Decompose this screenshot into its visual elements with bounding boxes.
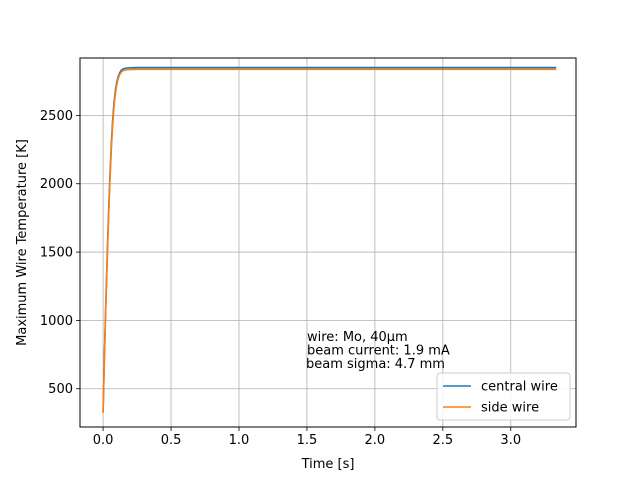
x-axis-label: Time [s] — [301, 457, 355, 472]
annotation-line: beam current: 1.9 mA — [307, 344, 450, 359]
x-tick-label: 0.0 — [93, 433, 114, 448]
y-tick-label: 500 — [48, 382, 73, 397]
legend-box — [436, 372, 571, 421]
series-line-side-wire — [102, 68, 557, 413]
annotation-line: wire: Mo, 40µm — [307, 330, 408, 345]
legend: central wire side wire — [436, 372, 571, 421]
annotation-line: beam sigma: 4.7 mm — [306, 357, 445, 372]
series-lines — [102, 66, 557, 413]
y-tick-label: 2000 — [40, 177, 73, 192]
x-tick-label: 1.0 — [229, 433, 250, 448]
legend-label-central-wire: central wire — [481, 380, 558, 395]
x-tick-label: 2.0 — [365, 433, 386, 448]
y-axis-label: Maximum Wire Temperature [K] — [15, 139, 30, 346]
x-tick-label: 1.5 — [297, 433, 318, 448]
x-tick-label: 2.5 — [432, 433, 453, 448]
y-tick-label: 1000 — [40, 314, 73, 329]
x-axis-ticks: 0.0 0.5 1.0 1.5 2.0 2.5 3.0 — [93, 427, 521, 448]
plot-frame — [79, 57, 577, 428]
y-axis-ticks: 500 1000 1500 2000 2500 — [40, 109, 80, 397]
legend-label-side-wire: side wire — [481, 401, 539, 416]
y-tick-label: 2500 — [40, 109, 73, 124]
x-tick-label: 3.0 — [500, 433, 521, 448]
x-tick-label: 0.5 — [161, 433, 182, 448]
annotation-box: wire: Mo, 40µm beam current: 1.9 mA beam… — [306, 330, 450, 372]
plot-area — [80, 58, 576, 427]
y-tick-label: 1500 — [40, 246, 73, 261]
